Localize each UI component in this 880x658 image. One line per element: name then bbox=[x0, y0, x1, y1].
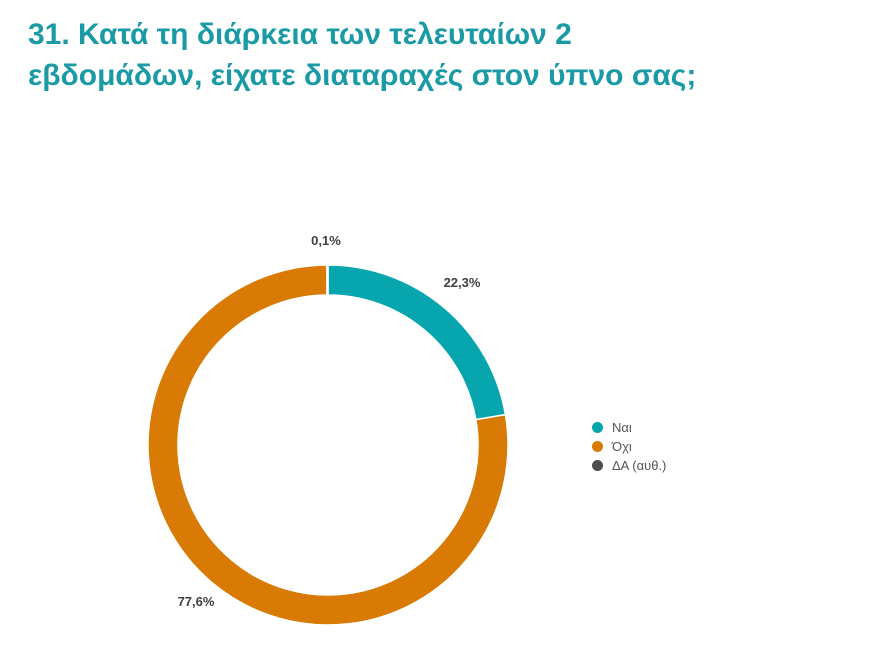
legend-label-dk: ΔΑ (αυθ.) bbox=[612, 458, 667, 473]
legend-label-no: Όχι bbox=[612, 439, 632, 454]
chart-title-line-1: 31. Κατά τη διάρκεια των τελευταίων 2 bbox=[28, 18, 572, 51]
legend: Ναι Όχι ΔΑ (αυθ.) bbox=[592, 418, 666, 475]
data-label-no: 77,6% bbox=[178, 594, 215, 609]
data-label-dk: 0,1% bbox=[311, 233, 341, 248]
slice-no[interactable] bbox=[147, 264, 509, 626]
legend-item-dk[interactable]: ΔΑ (αυθ.) bbox=[592, 456, 666, 475]
legend-item-yes[interactable]: Ναι bbox=[592, 418, 666, 437]
chart-title: 31. Κατά τη διάρκεια των τελευταίων 2 εβ… bbox=[28, 14, 848, 96]
legend-item-no[interactable]: Όχι bbox=[592, 437, 666, 456]
data-label-yes: 22,3% bbox=[444, 275, 481, 290]
chart-title-line-2: εβδομάδων, είχατε διαταραχές στον ύπνο σ… bbox=[28, 59, 697, 92]
slice-dk[interactable] bbox=[326, 264, 329, 296]
legend-swatch-no bbox=[592, 441, 603, 452]
legend-label-yes: Ναι bbox=[612, 420, 632, 435]
legend-swatch-yes bbox=[592, 422, 603, 433]
legend-swatch-dk bbox=[592, 460, 603, 471]
